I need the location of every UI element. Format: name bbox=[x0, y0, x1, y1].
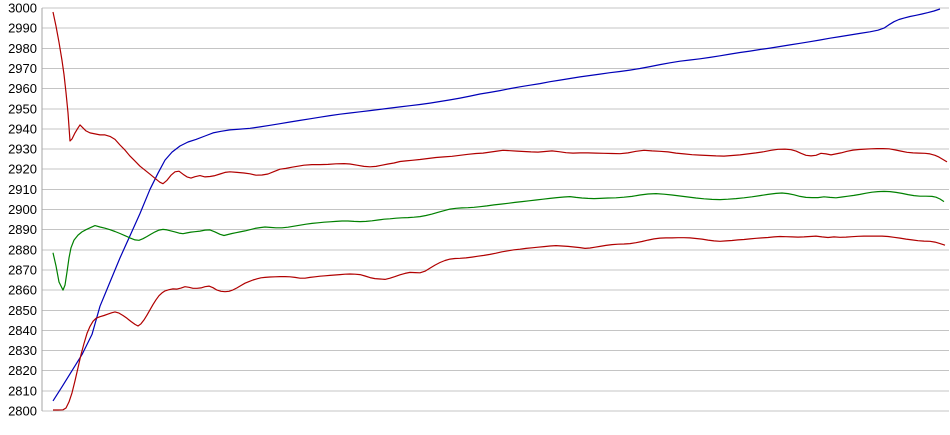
y-tick-label: 2800 bbox=[8, 404, 37, 419]
y-tick-label: 2990 bbox=[8, 21, 37, 36]
y-tick-label: 2980 bbox=[8, 41, 37, 56]
y-tick-label: 3000 bbox=[8, 1, 37, 16]
y-tick-label: 2880 bbox=[8, 242, 37, 257]
y-tick-label: 2820 bbox=[8, 363, 37, 378]
y-tick-label: 2890 bbox=[8, 222, 37, 237]
y-tick-label: 2840 bbox=[8, 323, 37, 338]
series-lower-red-line bbox=[53, 235, 946, 411]
y-tick-label: 2910 bbox=[8, 182, 37, 197]
y-tick-label: 2860 bbox=[8, 283, 37, 298]
y-tick-label: 2870 bbox=[8, 262, 37, 277]
y-tick-label: 2900 bbox=[8, 202, 37, 217]
series-blue-line bbox=[52, 8, 941, 402]
y-tick-label: 2960 bbox=[8, 81, 37, 96]
y-tick-label: 2950 bbox=[8, 101, 37, 116]
y-tick-label: 2830 bbox=[8, 343, 37, 358]
y-tick-label: 2810 bbox=[8, 383, 37, 398]
y-tick-label: 2940 bbox=[8, 121, 37, 136]
series-upper-red-line bbox=[52, 11, 948, 185]
y-tick-label: 2850 bbox=[8, 303, 37, 318]
y-tick-label: 2920 bbox=[8, 162, 37, 177]
series-green-line bbox=[52, 190, 945, 291]
y-tick-label: 2970 bbox=[8, 61, 37, 76]
y-tick-label: 2930 bbox=[8, 142, 37, 157]
